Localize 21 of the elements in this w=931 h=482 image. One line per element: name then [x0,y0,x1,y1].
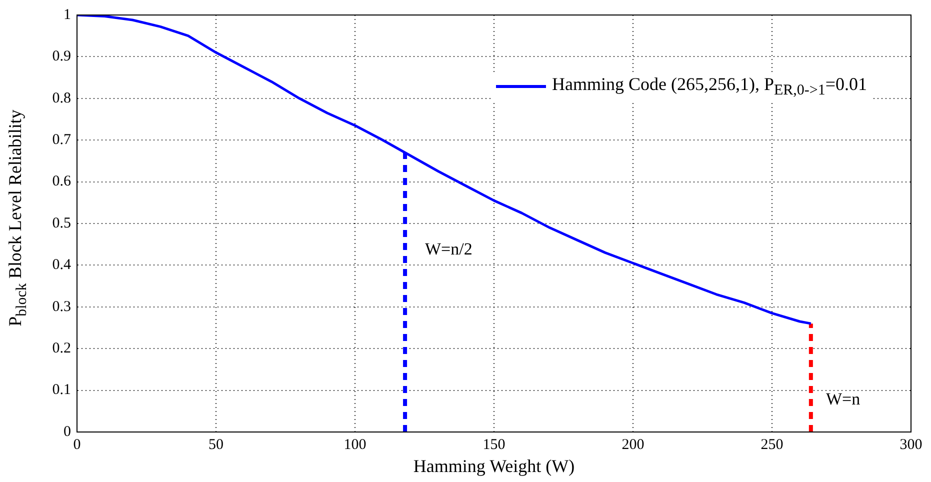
y-tick-label: 1 [64,6,71,23]
y-tick-label: 0.6 [52,174,72,190]
x-tick-label: 50 [208,436,224,453]
y-tick-label: 0.2 [52,340,71,357]
x-tick-label: 200 [622,436,644,453]
annotation: W=n/2 [425,239,472,258]
x-tick-label: 100 [344,436,366,453]
y-tick-label: 0.1 [52,382,71,398]
y-tick-label: 0 [64,424,71,440]
annotation: W=n [826,389,861,408]
y-tick-label: 0.8 [52,90,71,106]
y-tick-label: 0.3 [52,298,71,315]
y-tick-label: 0.7 [52,132,72,148]
y-tick-label: 0.4 [52,257,72,274]
y-tick-label: 0.9 [52,48,71,65]
x-tick-label: 300 [900,436,922,453]
x-axis-title: Hamming Weight (W) [413,456,575,476]
y-tick-label: 0.5 [52,215,71,232]
x-tick-label: 250 [760,436,784,453]
x-tick-label: 150 [482,436,506,453]
legend-label: Hamming Code (265,256,1), P$_{ER,0->1}$=0.01 [552,74,867,100]
